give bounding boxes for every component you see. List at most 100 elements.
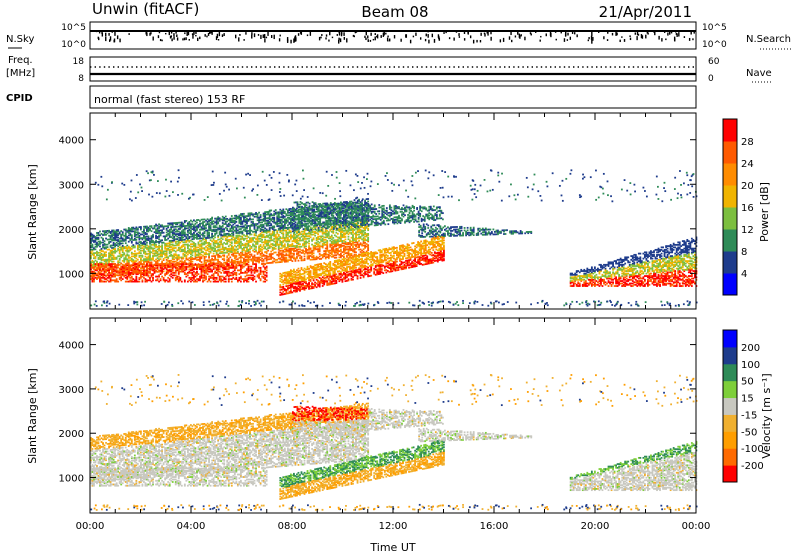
power-cell xyxy=(155,234,157,237)
power-cell xyxy=(177,255,180,258)
power-cell xyxy=(189,249,192,252)
power-cell xyxy=(124,233,127,236)
power-cell xyxy=(203,242,206,245)
power-cell xyxy=(174,260,177,263)
power-cell xyxy=(208,233,210,235)
power-cell xyxy=(367,233,370,235)
power-cell xyxy=(203,264,206,267)
power-cell xyxy=(227,225,230,228)
power-cell xyxy=(93,236,95,238)
power-cell xyxy=(149,255,151,258)
power-cell xyxy=(255,241,257,244)
power-cell xyxy=(236,260,239,263)
power-cell xyxy=(117,255,120,258)
power-cell xyxy=(162,252,165,255)
noise-mark xyxy=(338,30,340,34)
power-cell xyxy=(261,246,263,249)
power-cell xyxy=(243,237,245,240)
power-cell xyxy=(200,251,203,254)
power-cell xyxy=(144,226,147,229)
power-cell xyxy=(108,271,110,274)
power-cell xyxy=(250,224,253,227)
power-cell xyxy=(123,257,126,260)
power-cell xyxy=(117,280,120,283)
power-cell xyxy=(215,251,218,254)
power-cell xyxy=(176,230,179,233)
power-cell xyxy=(236,238,239,241)
power-cell xyxy=(150,261,153,264)
power-cell xyxy=(182,250,185,252)
power-cell xyxy=(130,253,133,255)
power-cell xyxy=(229,261,232,264)
power-cell xyxy=(127,234,130,237)
power-cell xyxy=(173,225,176,228)
power-cell xyxy=(185,257,188,260)
power-cell xyxy=(165,235,168,238)
power-cell xyxy=(120,230,123,232)
power-cell xyxy=(202,251,204,253)
power-cell xyxy=(100,252,103,255)
power-cell xyxy=(112,243,115,246)
power-cell xyxy=(255,256,257,259)
power-cell xyxy=(165,227,168,230)
power-cell xyxy=(135,263,138,266)
power-cell xyxy=(262,247,265,250)
power-cell xyxy=(230,230,233,232)
power-cell xyxy=(236,248,239,251)
power-cell xyxy=(117,234,120,236)
power-cell xyxy=(156,270,159,273)
power-cell xyxy=(255,259,257,262)
power-cell xyxy=(291,260,294,263)
power-cell xyxy=(253,237,256,239)
power-cell xyxy=(212,265,215,268)
power-cell xyxy=(136,258,139,261)
power-cell xyxy=(121,237,124,240)
power-cell xyxy=(185,236,188,239)
power-cell xyxy=(194,220,197,223)
power-cell xyxy=(253,259,256,262)
power-cell xyxy=(186,223,189,226)
power-cell xyxy=(202,227,204,230)
power-cell xyxy=(102,237,104,240)
power-cell xyxy=(176,235,179,238)
power-cell xyxy=(102,246,104,249)
power-cell xyxy=(139,272,142,275)
power-cell xyxy=(182,253,185,256)
power-cell xyxy=(203,265,206,268)
power-cell xyxy=(126,259,129,262)
power-cell xyxy=(239,231,242,234)
power-cell xyxy=(174,228,177,231)
power-cell xyxy=(252,239,254,242)
power-cell xyxy=(138,226,141,229)
power-cell xyxy=(233,229,236,232)
power-cell xyxy=(229,235,232,238)
power-cell xyxy=(155,270,157,273)
power-cell xyxy=(226,229,229,232)
power-cell xyxy=(258,221,260,224)
power-cell xyxy=(226,224,229,227)
power-cell xyxy=(121,278,124,280)
power-cell xyxy=(149,254,151,256)
power-cell xyxy=(212,239,215,241)
power-cell xyxy=(167,256,170,259)
power-cell xyxy=(218,224,221,227)
power-cell xyxy=(99,256,101,259)
power-cell xyxy=(130,264,133,267)
power-cell xyxy=(158,238,160,241)
power-cell xyxy=(109,231,112,233)
power-cell xyxy=(202,223,204,226)
power-cell xyxy=(214,240,217,242)
power-cell xyxy=(196,221,198,224)
noise-mark xyxy=(325,34,328,37)
power-cell xyxy=(177,233,180,235)
power-cell xyxy=(259,225,262,228)
power-cell xyxy=(233,251,236,253)
power-cell xyxy=(170,236,173,238)
power-cell xyxy=(164,236,167,239)
power-cell xyxy=(165,262,168,265)
power-cell xyxy=(93,262,95,265)
power-cell xyxy=(164,245,167,248)
power-cell xyxy=(235,237,238,240)
power-cell xyxy=(108,241,110,243)
power-cell xyxy=(144,269,147,272)
